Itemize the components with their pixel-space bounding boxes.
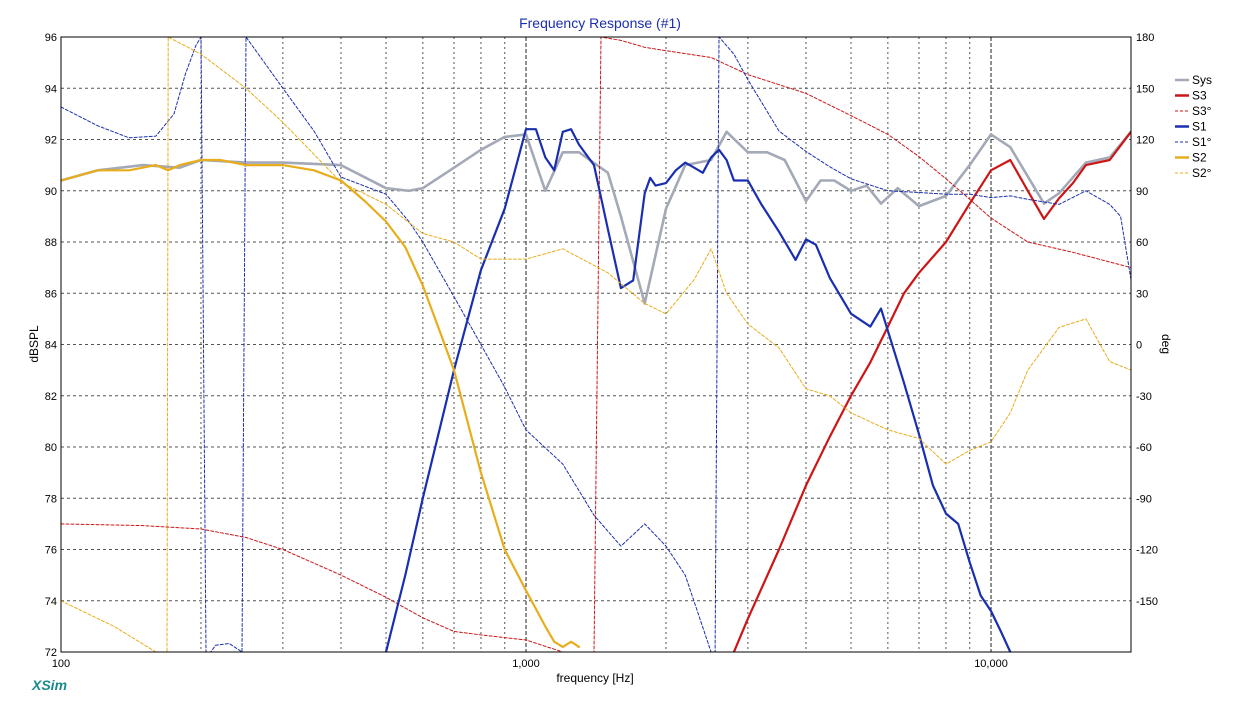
y-tick-label: 84 xyxy=(45,340,57,352)
series-line-s3-spl xyxy=(732,130,1131,652)
legend-label: S1 xyxy=(1192,120,1207,134)
series-line-s2-phase xyxy=(61,37,1131,652)
series-line-s1-phase xyxy=(61,37,1131,652)
series-line-s1-spl xyxy=(384,128,1012,652)
series-layer xyxy=(61,37,1131,652)
x-tick-label: 100 xyxy=(52,658,70,670)
legend-label: S3° xyxy=(1192,104,1212,118)
x-tick-label: 1,000 xyxy=(512,658,540,670)
y2-tick-label: 150 xyxy=(1136,83,1154,95)
y2-tick-label: -30 xyxy=(1136,391,1152,403)
y2-axis-label: deg xyxy=(1159,334,1173,354)
y-tick-label: 78 xyxy=(45,493,57,505)
y-tick-label: 90 xyxy=(45,186,57,198)
y2-tick-label: -60 xyxy=(1136,442,1152,454)
y2-tick-label: 90 xyxy=(1136,186,1148,198)
legend-label: S3 xyxy=(1192,89,1207,103)
y-tick-label: 80 xyxy=(45,442,57,454)
x-tick-label: 10,000 xyxy=(974,658,1008,670)
y-tick-label: 82 xyxy=(45,391,57,403)
y-tick-label: 88 xyxy=(45,237,57,249)
y2-tick-label: 120 xyxy=(1136,135,1154,147)
y2-tick-label: -90 xyxy=(1136,493,1152,505)
y-tick-label: 74 xyxy=(45,596,57,608)
chart-title: Frequency Response (#1) xyxy=(519,15,681,31)
y-tick-label: 92 xyxy=(45,135,57,147)
legend-label: S2° xyxy=(1192,166,1212,180)
xsim-brand-logo: XSim xyxy=(31,677,67,693)
y-tick-label: 86 xyxy=(45,288,57,300)
y2-tick-label: -120 xyxy=(1136,545,1158,557)
y2-tick-label: -150 xyxy=(1136,596,1158,608)
y2-tick-label: 0 xyxy=(1136,340,1142,352)
legend-label: Sys xyxy=(1192,73,1212,87)
tick-labels: 72 74 76 78 80 82 84 86 88 90 92 94 96 180 150 120 90 60 3… xyxy=(45,32,1158,670)
series-line-s2-spl xyxy=(61,158,581,648)
y2-tick-label: 30 xyxy=(1136,288,1148,300)
y-tick-label: 76 xyxy=(45,545,57,557)
legend-label: S2 xyxy=(1192,151,1207,165)
y-axis-label: dBSPL xyxy=(27,325,41,363)
y2-tick-label: 60 xyxy=(1136,237,1148,249)
y-tick-label: 96 xyxy=(45,32,57,44)
y-tick-label: 72 xyxy=(45,647,57,659)
y-tick-label: 94 xyxy=(45,83,57,95)
x-axis-label: frequency [Hz] xyxy=(556,671,633,685)
series-line-s3-phase xyxy=(61,37,1131,652)
y2-tick-label: 180 xyxy=(1136,32,1154,44)
legend-label: S1° xyxy=(1192,135,1212,149)
plot-frame xyxy=(60,36,1132,653)
series-line-sys-spl xyxy=(61,130,1131,305)
